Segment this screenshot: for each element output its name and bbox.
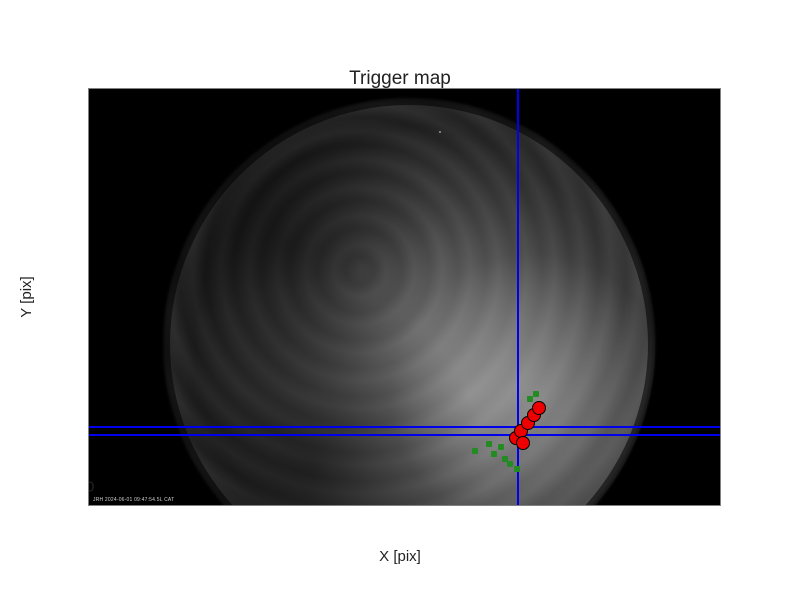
green-marker[interactable] <box>472 448 478 454</box>
green-marker[interactable] <box>498 444 504 450</box>
horizontal-crosshair-line-2[interactable] <box>89 434 721 436</box>
y-axis-label: Y [pix] <box>18 197 35 397</box>
image-caption-text: JRH 2024-06-01 09:47:54.5L CAT <box>93 497 174 503</box>
green-marker[interactable] <box>527 396 533 402</box>
chart-title: Trigger map <box>0 68 800 90</box>
green-marker[interactable] <box>507 461 513 467</box>
green-marker[interactable] <box>533 391 539 397</box>
green-marker[interactable] <box>491 451 497 457</box>
y-tick-5: 1000 <box>88 479 94 496</box>
x-axis-label: X [pix] <box>0 548 800 565</box>
green-marker[interactable] <box>514 466 520 472</box>
green-marker[interactable] <box>486 441 492 447</box>
faint-background-artifact <box>439 131 441 133</box>
red-marker[interactable] <box>532 401 546 415</box>
trigger-map-plot[interactable]: JRH 2024-06-01 09:47:54.5L CAT 0 200 400… <box>88 88 721 506</box>
red-marker[interactable] <box>516 436 530 450</box>
planetary-body-limb <box>164 99 654 506</box>
horizontal-crosshair-line-1[interactable] <box>89 426 721 428</box>
figure-container: Trigger map JRH 2024-06-01 09:47:54.5L C… <box>0 0 800 600</box>
